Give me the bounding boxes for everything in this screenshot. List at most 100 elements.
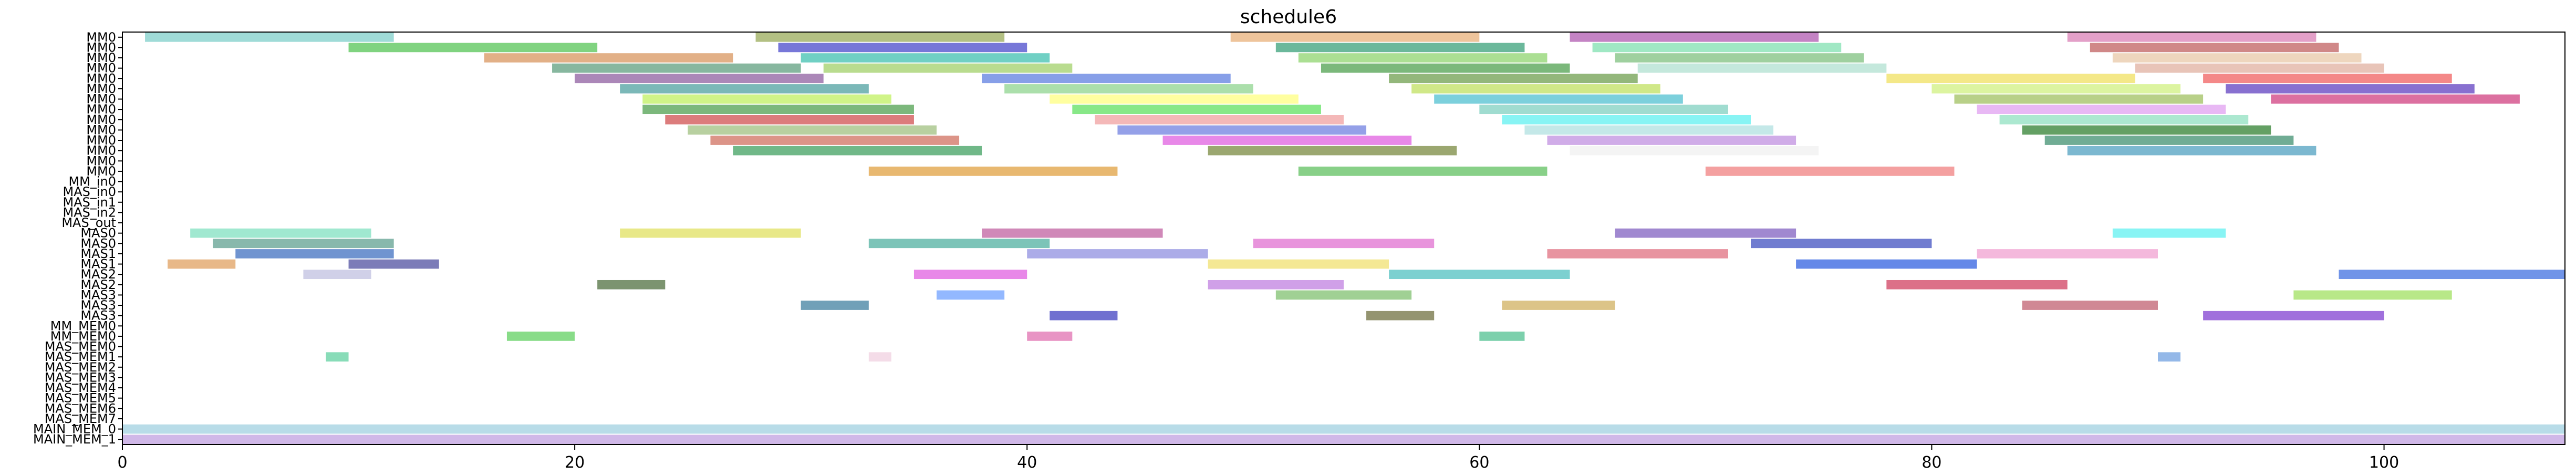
schedule-bar bbox=[575, 74, 824, 84]
y-tick-label: MAS_in2 bbox=[63, 205, 116, 220]
schedule-bar bbox=[1389, 270, 1570, 280]
chart-title: schedule6 bbox=[1240, 6, 1337, 28]
schedule-bar bbox=[1886, 74, 2135, 84]
schedule-bar bbox=[1027, 249, 1208, 259]
y-tick-label: MAS_in1 bbox=[63, 195, 116, 210]
schedule-bar bbox=[1615, 228, 1796, 238]
schedule-bar bbox=[1931, 84, 2181, 94]
schedule-bar bbox=[665, 115, 914, 125]
y-tick-label: MAS_MEM7 bbox=[45, 411, 116, 426]
schedule-bar bbox=[801, 53, 1050, 63]
schedule-bar bbox=[688, 125, 937, 135]
y-tick-label: MM0 bbox=[86, 164, 116, 179]
schedule-bar bbox=[326, 352, 349, 362]
y-tick-label: MAS_MEM6 bbox=[45, 401, 116, 416]
y-tick-label: MM0 bbox=[86, 61, 116, 76]
schedule-bar bbox=[2022, 301, 2158, 310]
schedule-bar bbox=[1366, 311, 1435, 321]
schedule-bar bbox=[1796, 259, 1977, 269]
y-tick-label: MAS2 bbox=[80, 267, 116, 282]
x-axis-ticks: 0 20 40 60 80 100 bbox=[117, 445, 2399, 472]
x-tick-label: 0 bbox=[117, 453, 127, 472]
y-tick-label: MM0 bbox=[86, 153, 116, 168]
schedule-bar bbox=[2090, 43, 2339, 53]
y-tick-label: MAS0 bbox=[80, 236, 116, 251]
schedule-bar bbox=[778, 43, 1027, 53]
schedule-bar bbox=[755, 32, 1005, 42]
schedule-bar bbox=[1275, 290, 1412, 300]
y-tick-label: MM_MEM0 bbox=[50, 318, 116, 333]
schedule-bar bbox=[213, 239, 394, 249]
schedule-bar bbox=[710, 136, 960, 145]
schedule-bar bbox=[506, 332, 575, 341]
schedule-bar bbox=[1027, 332, 1073, 341]
schedule-bar bbox=[1954, 94, 2204, 104]
y-tick-label: MM0 bbox=[86, 81, 116, 96]
schedule-bar bbox=[235, 249, 394, 259]
y-tick-label: MM0 bbox=[86, 71, 116, 86]
y-tick-label: MAS3 bbox=[80, 298, 116, 313]
schedule-bar bbox=[1275, 43, 1525, 53]
y-tick-label: MAIN_MEM_0 bbox=[33, 422, 116, 437]
y-tick-label: MM0 bbox=[86, 92, 116, 107]
y-tick-label: MAS3 bbox=[80, 308, 116, 323]
schedule-bar bbox=[1095, 115, 1344, 125]
schedule-bar bbox=[145, 32, 394, 42]
axes-frame bbox=[122, 32, 2565, 445]
schedule-bar bbox=[1705, 167, 1955, 176]
y-tick-label: MAS2 bbox=[80, 277, 116, 292]
schedule-bar bbox=[122, 424, 2565, 434]
y-tick-label: MAS1 bbox=[80, 257, 116, 272]
schedule-bar bbox=[1592, 43, 1842, 53]
schedule-bar bbox=[1479, 105, 1728, 115]
schedule-bar bbox=[1162, 136, 1412, 145]
schedule-bar bbox=[642, 94, 891, 104]
y-tick-label: MAS_MEM2 bbox=[45, 360, 116, 375]
y-tick-label: MAS_MEM5 bbox=[45, 391, 116, 406]
y-tick-label: MM0 bbox=[86, 102, 116, 117]
schedule-bar bbox=[1072, 105, 1321, 115]
schedule-bar bbox=[1389, 74, 1638, 84]
schedule-bar bbox=[1751, 239, 1932, 249]
x-tick-label: 20 bbox=[565, 453, 585, 472]
schedule-bar bbox=[982, 74, 1231, 84]
schedule-bar bbox=[733, 146, 982, 156]
schedule-bar bbox=[1502, 301, 1615, 310]
schedule-bar bbox=[1524, 125, 1774, 135]
schedule-bar bbox=[1004, 84, 1253, 94]
x-tick-label: 80 bbox=[1921, 453, 1941, 472]
y-tick-label: MM0 bbox=[86, 50, 116, 65]
schedule-bar bbox=[1298, 167, 1547, 176]
schedule-bar bbox=[1253, 239, 1435, 249]
y-tick-label: MAS_out bbox=[61, 215, 116, 230]
schedule-bar bbox=[1208, 146, 1457, 156]
x-tick-label: 60 bbox=[1469, 453, 1489, 472]
y-tick-label: MAS1 bbox=[80, 246, 116, 261]
schedule-bar bbox=[1208, 259, 1389, 269]
bars-layer bbox=[122, 32, 2565, 445]
schedule-bar bbox=[1637, 63, 1887, 73]
schedule-bar bbox=[348, 259, 439, 269]
schedule-bar bbox=[552, 63, 801, 73]
schedule-bar bbox=[868, 239, 1050, 249]
schedule-bar bbox=[1615, 53, 1864, 63]
schedule-bar bbox=[1547, 136, 1796, 145]
schedule-bar bbox=[1999, 115, 2249, 125]
schedule-bar bbox=[168, 259, 236, 269]
schedule-bar bbox=[1886, 280, 2068, 290]
schedule-bar bbox=[1230, 32, 1480, 42]
schedule-bar bbox=[303, 270, 371, 280]
schedule-bar bbox=[913, 270, 1027, 280]
schedule-bar bbox=[2022, 125, 2271, 135]
schedule-bar bbox=[1321, 63, 1570, 73]
schedule-bar bbox=[2293, 290, 2452, 300]
y-tick-label: MAS3 bbox=[80, 287, 116, 302]
y-tick-label: MM_MEM0 bbox=[50, 329, 116, 344]
schedule-bar bbox=[2203, 311, 2384, 321]
schedule-bar bbox=[2044, 136, 2294, 145]
schedule-bar bbox=[1298, 53, 1547, 63]
y-tick-label: MAS_in0 bbox=[63, 184, 116, 199]
schedule-bar bbox=[122, 435, 2565, 445]
schedule-bar bbox=[2203, 74, 2452, 84]
